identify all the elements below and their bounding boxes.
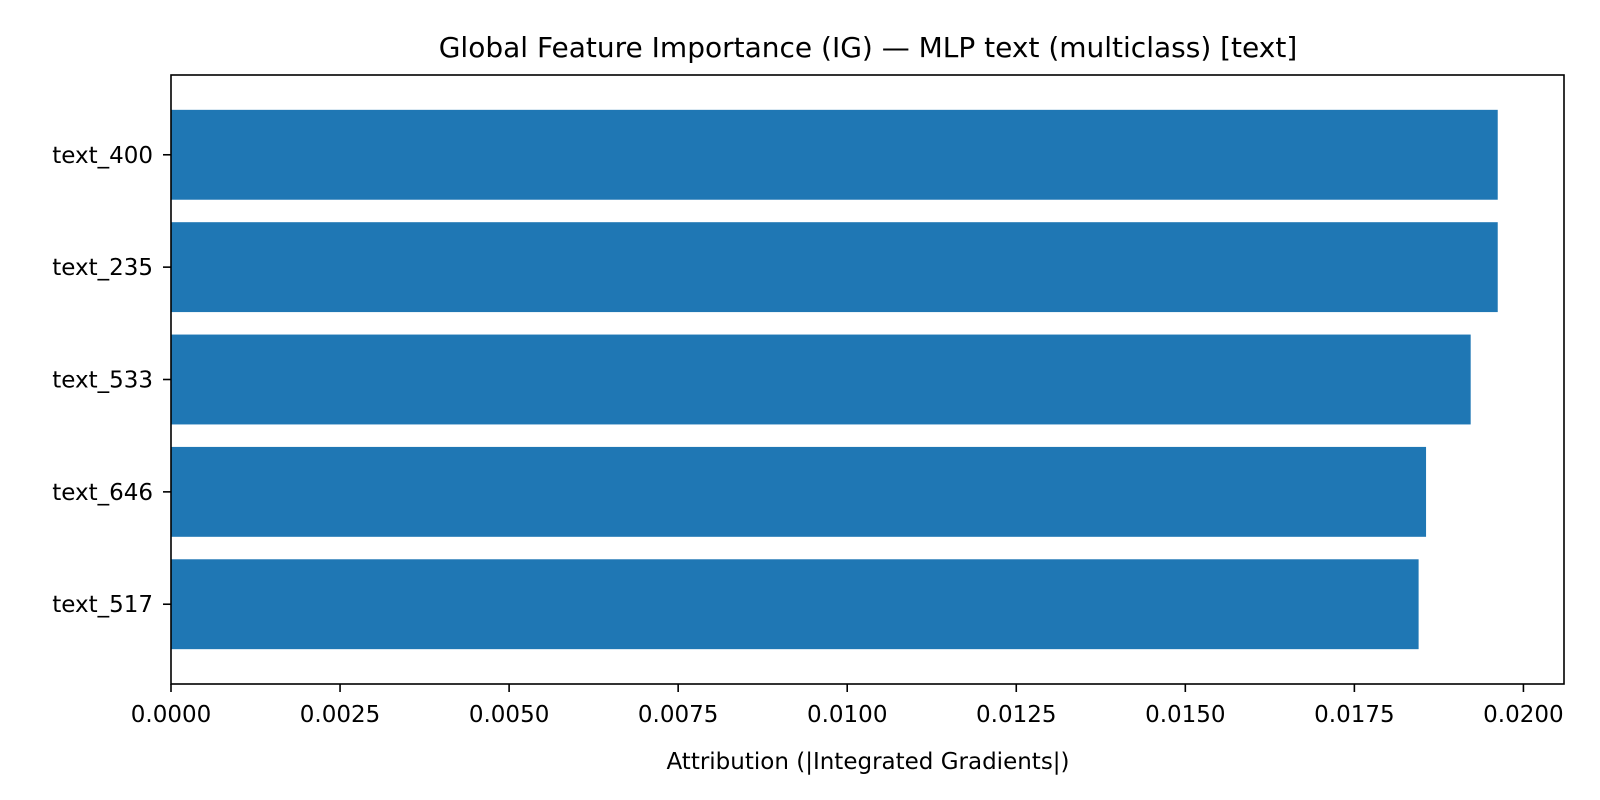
bar-text-235 — [171, 222, 1498, 313]
x-tick-label: 0.0150 — [1145, 702, 1225, 728]
y-axis-ticks: text_400 text_235 text_533 text_646 text_517 — [52, 143, 171, 618]
x-tick-label: 0.0075 — [638, 702, 718, 728]
x-tick-label: 0.0100 — [807, 702, 887, 728]
x-tick-label: 0.0200 — [1483, 702, 1563, 728]
x-axis-label: Attribution (|Integrated Gradients|) — [666, 749, 1069, 775]
bars-group — [171, 109, 1498, 650]
bar-text-533 — [171, 334, 1471, 425]
bar-text-646 — [171, 446, 1427, 537]
y-tick-label: text_400 — [52, 143, 153, 169]
bar-text-517 — [171, 559, 1419, 650]
chart-title: Global Feature Importance (IG) — MLP tex… — [439, 31, 1298, 64]
y-tick-label: text_517 — [52, 592, 153, 618]
x-tick-label: 0.0175 — [1314, 702, 1394, 728]
x-tick-label: 0.0125 — [976, 702, 1056, 728]
y-tick-label: text_646 — [52, 480, 153, 506]
x-tick-label: 0.0000 — [131, 702, 211, 728]
x-axis-ticks: 0.0000 0.0025 0.0050 0.0075 0.0100 0.0125 0.01… — [131, 684, 1564, 728]
y-tick-label: text_235 — [52, 255, 153, 281]
x-tick-label: 0.0025 — [300, 702, 380, 728]
bar-text-400 — [171, 109, 1498, 200]
x-tick-label: 0.0050 — [469, 702, 549, 728]
plot-frame — [170, 74, 1565, 685]
y-tick-label: text_533 — [52, 368, 153, 394]
